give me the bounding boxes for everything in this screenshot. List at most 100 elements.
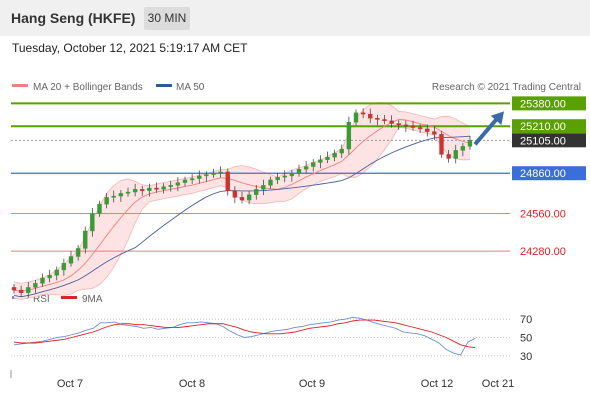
candle-body: [382, 119, 387, 122]
candle-body: [410, 126, 416, 128]
candle-body: [11, 287, 17, 291]
candle-body: [197, 175, 202, 179]
candle-body: [375, 117, 380, 120]
candle-body: [40, 277, 45, 284]
level-label: 25210.00: [520, 121, 566, 133]
candle-body: [396, 123, 401, 126]
x-tick-label: Oct 7: [57, 378, 83, 390]
x-tick-label: Oct 21: [482, 378, 514, 390]
candle-body: [47, 275, 52, 279]
candle-body: [26, 287, 31, 293]
timestamp: Tuesday, October 12, 2021 5:19:17 AM CET: [12, 41, 248, 55]
candle-body: [111, 195, 116, 198]
x-tick-label: Oct 9: [299, 378, 325, 390]
candle-body: [360, 112, 366, 115]
candle-body: [125, 191, 131, 194]
candle-body: [18, 289, 24, 293]
candle-body: [168, 185, 173, 187]
candle-body: [189, 178, 195, 181]
candle-body: [439, 134, 444, 155]
candle-body: [33, 283, 38, 288]
candle-body: [303, 166, 309, 170]
candle-body: [425, 128, 430, 132]
candle-body: [325, 156, 330, 160]
candle-body: [54, 269, 59, 276]
candle-body: [147, 187, 152, 191]
candle-body: [83, 230, 88, 249]
candle-body: [75, 248, 81, 257]
rsi-ma-legend-swatch: [61, 296, 77, 299]
ma50-legend-swatch: [156, 84, 172, 87]
candle-body: [90, 213, 95, 232]
candle-body: [311, 162, 316, 167]
candle-body: [68, 256, 74, 264]
level-label-bg: [512, 96, 586, 111]
forecast-arrow-shaft: [473, 115, 501, 146]
candle-body: [268, 179, 273, 186]
candle-body: [132, 189, 138, 193]
candle-body: [261, 185, 266, 190]
rsi-line: [13, 316, 476, 356]
candle-body: [289, 173, 295, 177]
candle-body: [175, 182, 181, 186]
level-label: 25380.00: [520, 98, 566, 110]
rsi-tick-label: 30: [520, 351, 532, 363]
candle-body: [368, 113, 373, 119]
level-labels-layer: 25380.00 25210.00 25105.00 24860.00 24560.00…: [512, 96, 586, 258]
candle-body: [346, 121, 352, 150]
level-label: 25105.00: [520, 135, 566, 147]
candle-body: [182, 179, 188, 183]
level-label: 24860.00: [520, 168, 566, 180]
candle-body: [97, 203, 102, 214]
candle-body: [225, 171, 230, 191]
level-label: 24560.00: [520, 209, 566, 221]
candle-body: [339, 148, 344, 154]
candle-body: [467, 140, 473, 147]
candle-body: [118, 193, 124, 197]
moving-average-layer: [13, 119, 471, 298]
candle-body: [318, 159, 323, 163]
instrument-title: Hang Seng (HKFE): [11, 10, 136, 26]
candle-body: [296, 168, 302, 174]
candle-body: [282, 175, 287, 178]
candle-body: [232, 190, 238, 198]
bollinger-legend-swatch: [12, 84, 28, 87]
forecast-arrow-layer: [473, 111, 504, 146]
rsi-panel-layer: 70 50 30: [11, 314, 532, 363]
candle-body: [417, 127, 423, 130]
candle-body: [432, 131, 437, 135]
candle-body: [389, 120, 394, 124]
chart-header: Hang Seng (HKFE) 30 MIN: [0, 0, 590, 36]
candle-body: [239, 197, 245, 201]
candle-body: [332, 152, 337, 158]
rsi-tick-label: 50: [520, 333, 532, 345]
candle-body: [161, 186, 166, 190]
level-label-bg: [512, 119, 586, 134]
level-label-bg: [512, 133, 586, 148]
candle-body: [275, 177, 280, 181]
x-axis-layer: Oct 7 Oct 8 Oct 9 Oct 12 Oct 21: [10, 370, 514, 390]
candle-body: [254, 189, 259, 195]
x-tick-label: Oct 12: [421, 378, 453, 390]
candle-body: [460, 146, 466, 151]
candle-body: [204, 174, 209, 177]
interval-button[interactable]: 30 MIN: [144, 7, 190, 30]
candle-body: [104, 197, 109, 205]
copyright-text: Research © 2021 Trading Central: [432, 82, 581, 93]
bollinger-band-fill: [14, 102, 470, 300]
candle-body: [61, 263, 67, 271]
rsi-tick-label: 70: [520, 314, 532, 326]
x-tick-label: Oct 8: [179, 378, 205, 390]
candle-body: [446, 154, 451, 159]
candle-body: [218, 171, 223, 174]
candle-body: [353, 112, 359, 123]
candle-body: [154, 187, 159, 190]
level-label: 24280.00: [520, 246, 566, 258]
candle-body: [140, 189, 145, 191]
bollinger-legend-label: MA 20 + Bollinger Bands: [33, 82, 143, 93]
forecast-arrow-head: [490, 111, 504, 126]
candle-body: [211, 173, 216, 175]
ma50-legend-label: MA 50: [176, 82, 205, 93]
